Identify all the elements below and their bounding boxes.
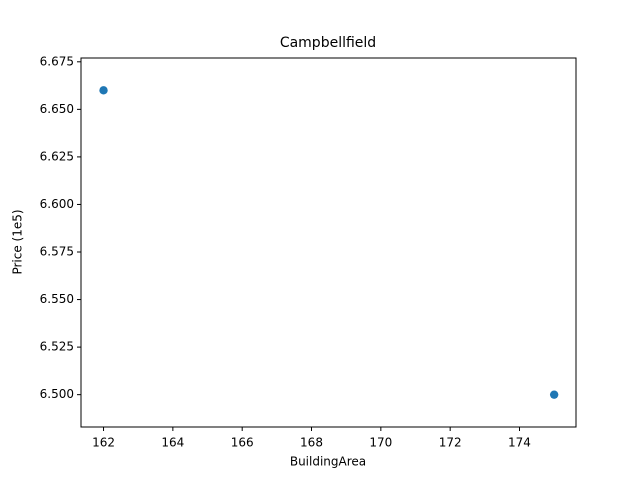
x-tick-label: 172 (439, 436, 462, 450)
x-tick-label: 168 (300, 436, 323, 450)
x-tick-label: 170 (369, 436, 392, 450)
y-tick-label: 6.650 (40, 102, 74, 116)
x-tick-label: 162 (92, 436, 115, 450)
x-tick-label: 166 (231, 436, 254, 450)
x-tick-label: 174 (508, 436, 531, 450)
y-axis-label: Price (1e5) (11, 209, 25, 274)
y-tick-label: 6.625 (40, 149, 74, 163)
plot-frame (80, 57, 577, 428)
chart-title: Campbellfield (280, 35, 376, 51)
x-tick-label: 164 (161, 436, 184, 450)
y-tick-label: 6.575 (40, 245, 74, 259)
point (549, 390, 559, 399)
y-tick-label: 6.675 (40, 54, 74, 68)
y-tick-label: 6.600 (40, 197, 74, 211)
y-tick-label: 6.500 (40, 387, 74, 401)
y-tick-label: 6.550 (40, 292, 74, 306)
point (99, 86, 108, 95)
x-axis-label: BuildingArea (290, 455, 366, 469)
y-tick-label: 6.525 (40, 340, 74, 354)
